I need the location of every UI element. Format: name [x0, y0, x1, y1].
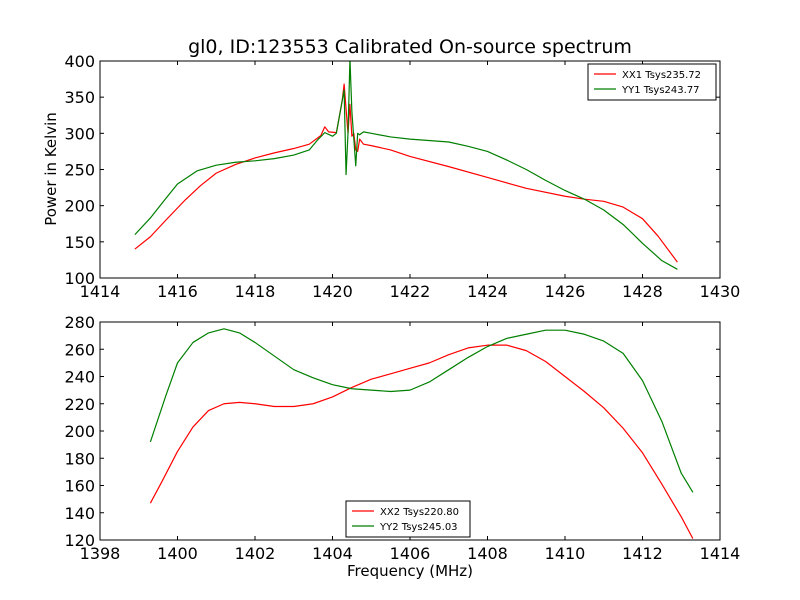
bottom-legend-label-1: XX2 Tsys220.80 — [380, 507, 459, 518]
bottom-y-tick-label: 260 — [64, 340, 95, 359]
bottom-series-line-1 — [149, 344, 694, 539]
top-legend-box — [587, 63, 717, 101]
bottom-y-tick-label: 140 — [64, 504, 95, 523]
chart-title: gl0, ID:123553 Calibrated On-source spec… — [188, 36, 632, 58]
bottom-x-tick-label: 1400 — [157, 544, 198, 563]
top-legend-label-2: YY1 Tsys243.77 — [621, 85, 700, 96]
bottom-legend: XX2 Tsys220.80 YY2 Tsys245.03 — [345, 500, 471, 538]
bottom-y-tick-label: 220 — [64, 395, 95, 414]
top-legend-label-1: XX1 Tsys235.72 — [622, 70, 701, 81]
bottom-x-tick-label: 1414 — [700, 544, 741, 563]
top-x-tick-label: 1414 — [80, 282, 121, 301]
top-x-tick-label: 1426 — [545, 282, 586, 301]
top-y-tick-label: 400 — [64, 52, 95, 71]
bottom-y-tick-label: 120 — [64, 531, 95, 550]
bottom-y-tick-label: 180 — [64, 449, 95, 468]
bottom-x-tick-label: 1406 — [390, 544, 431, 563]
top-x-tick-label: 1422 — [390, 282, 431, 301]
top-y-tick-label: 150 — [64, 233, 95, 252]
top-series-line-2 — [134, 61, 678, 270]
top-legend: XX1 Tsys235.72 YY1 Tsys243.77 — [587, 63, 717, 101]
top-y-tick-label: 200 — [64, 197, 95, 216]
top-panel: 1414 1416 1418 1420 1422 1424 1426 1428 1430 100 1… — [64, 52, 740, 301]
x-axis-label: Frequency (MHz) — [347, 562, 473, 580]
bottom-x-tick-label: 1398 — [80, 544, 121, 563]
top-x-tick-label: 1418 — [235, 282, 276, 301]
bottom-x-tick-label: 1408 — [467, 544, 508, 563]
bottom-x-tick-label: 1404 — [312, 544, 353, 563]
bottom-y-tick-label: 200 — [64, 422, 95, 441]
bottom-x-tick-label: 1410 — [545, 544, 586, 563]
bottom-y-tick-label: 280 — [64, 313, 95, 332]
bottom-x-tick-label: 1412 — [622, 544, 663, 563]
top-x-tick-label: 1424 — [467, 282, 508, 301]
bottom-y-tick-label: 240 — [64, 368, 95, 387]
bottom-x-tick-label: 1402 — [235, 544, 276, 563]
top-y-tick-label: 100 — [64, 269, 95, 288]
y-axis-label: Power in Kelvin — [42, 112, 60, 226]
bottom-legend-label-2: YY2 Tsys245.03 — [379, 522, 458, 533]
top-y-tick-label: 350 — [64, 88, 95, 107]
top-y-tick-label: 300 — [64, 124, 95, 143]
top-x-tick-label: 1416 — [157, 282, 198, 301]
top-x-tick-label: 1420 — [312, 282, 353, 301]
top-x-tick-label: 1428 — [622, 282, 663, 301]
bottom-legend-box — [345, 500, 471, 538]
top-y-tick-label: 250 — [64, 161, 95, 180]
bottom-series-line-2 — [149, 328, 694, 493]
top-x-tick-label: 1430 — [700, 282, 741, 301]
bottom-y-tick-label: 160 — [64, 477, 95, 496]
bottom-panel: 1398 1400 1402 1404 1406 1408 1410 1412 1414 120 1… — [64, 313, 740, 563]
top-series-line-1 — [134, 83, 678, 263]
